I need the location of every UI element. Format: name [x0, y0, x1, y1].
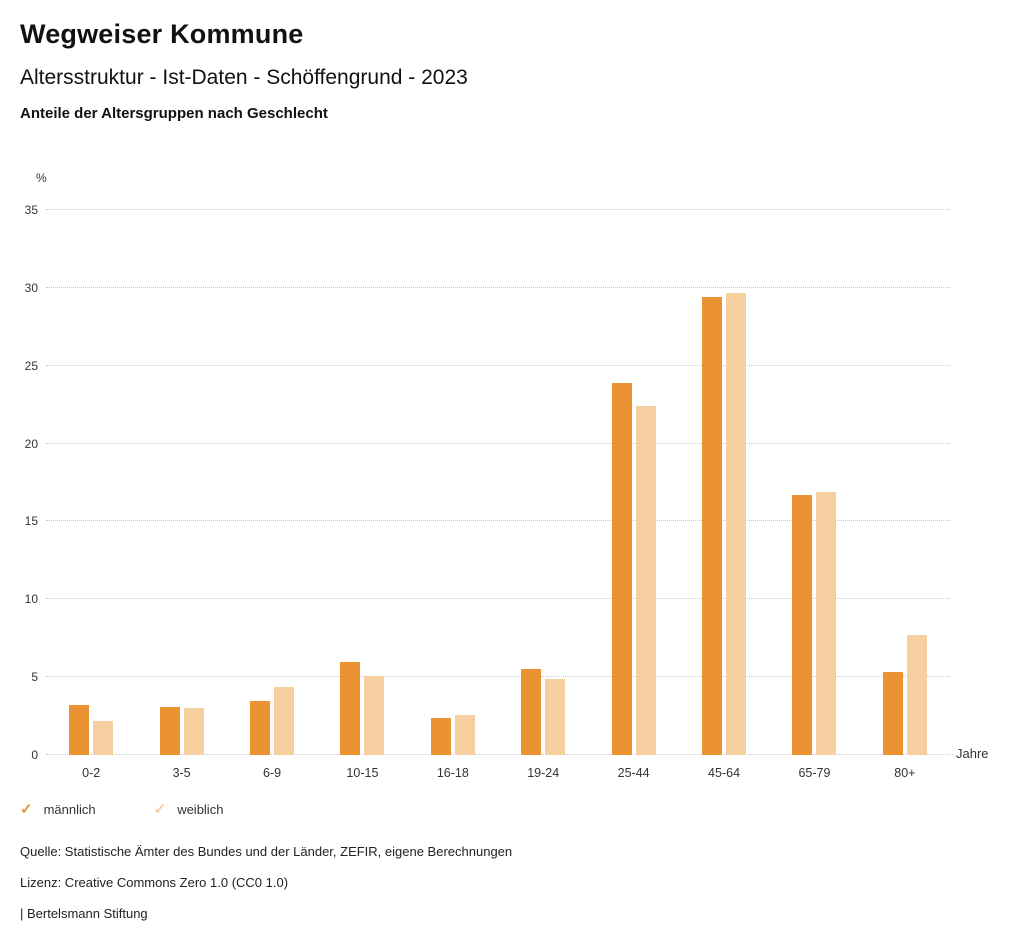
- bar-weiblich-65-79[interactable]: [816, 491, 837, 755]
- bar-männlich-80+[interactable]: [882, 672, 903, 755]
- gridline: 15: [25, 514, 950, 528]
- y-tick-label: 10: [24, 592, 38, 607]
- x-tick-label-16-18: 16-18: [436, 766, 469, 780]
- gridline: 10: [25, 592, 950, 606]
- bar-männlich-10-15[interactable]: [340, 661, 361, 755]
- bar-groups: [46, 210, 950, 755]
- bar-weiblich-16-18[interactable]: [454, 714, 475, 755]
- attribution-note: | Bertelsmann Stiftung: [20, 906, 148, 921]
- x-tick-label-19-24: 19-24: [527, 766, 560, 780]
- bar-group-0-2: [46, 210, 136, 755]
- x-tick-label-3-5: 3-5: [172, 766, 191, 780]
- bar-group-80+: [860, 210, 950, 755]
- chart-subtitle: Altersstruktur - Ist-Daten - Schöffengru…: [20, 66, 468, 89]
- y-tick-label: 20: [24, 436, 38, 451]
- bar-group-6-9: [227, 210, 317, 755]
- y-tick-label: 30: [24, 280, 38, 295]
- x-tick-label-25-44: 25-44: [617, 766, 650, 780]
- bar-group-3-5: [136, 210, 226, 755]
- x-tick-label-65-79: 65-79: [798, 766, 831, 780]
- gridline: 20: [25, 437, 950, 451]
- x-tick-label-0-2: 0-2: [82, 766, 101, 780]
- gridline: 0: [31, 748, 950, 762]
- x-tick-label-80+: 80+: [894, 766, 916, 780]
- bar-group-45-64: [679, 210, 769, 755]
- bar-männlich-19-24[interactable]: [521, 669, 542, 755]
- bar-weiblich-25-44[interactable]: [635, 406, 656, 755]
- bar-weiblich-3-5[interactable]: [183, 708, 204, 755]
- bar-group-65-79: [769, 210, 859, 755]
- bar-männlich-0-2[interactable]: [69, 705, 90, 755]
- check-icon: ✓: [20, 801, 33, 818]
- x-axis-tick-labels: 0-2 3-5 6-9 10-15 16-18 19-24 25-44 45-64 65-79 8…: [46, 766, 950, 780]
- bar-group-10-15: [317, 210, 407, 755]
- bar-weiblich-19-24[interactable]: [545, 678, 566, 755]
- y-tick-label: 35: [24, 203, 38, 217]
- bar-männlich-25-44[interactable]: [611, 382, 632, 755]
- legend-item-männlich[interactable]: ✓ männlich: [20, 802, 96, 817]
- bar-männlich-45-64[interactable]: [702, 297, 723, 755]
- chart-heading: Anteile der Altersgruppen nach Geschlech…: [20, 105, 328, 122]
- gridline: 35: [25, 203, 950, 217]
- bar-group-25-44: [588, 210, 678, 755]
- bar-group-19-24: [498, 210, 588, 755]
- y-tick-label: 5: [31, 670, 38, 685]
- bar-group-16-18: [408, 210, 498, 755]
- page-title: Wegweiser Kommune: [20, 19, 304, 49]
- bar-männlich-6-9[interactable]: [250, 700, 271, 755]
- source-note: Quelle: Statistische Ämter des Bundes un…: [20, 844, 513, 859]
- bar-weiblich-6-9[interactable]: [274, 686, 295, 755]
- bar-männlich-65-79[interactable]: [792, 494, 813, 755]
- bar-weiblich-10-15[interactable]: [364, 675, 385, 755]
- gridline: 25: [25, 359, 950, 373]
- legend-label: weiblich: [177, 802, 224, 817]
- legend-item-weiblich[interactable]: ✓ weiblich: [154, 802, 224, 817]
- x-tick-label-6-9: 6-9: [262, 766, 282, 780]
- gridline: 5: [31, 670, 950, 684]
- y-tick-label: 0: [31, 748, 38, 762]
- gridline: 30: [25, 281, 950, 295]
- bar-männlich-3-5[interactable]: [159, 706, 180, 755]
- legend: ✓ männlich ✓ weiblich: [20, 802, 223, 817]
- x-tick-label-45-64: 45-64: [708, 766, 741, 780]
- license-note: Lizenz: Creative Commons Zero 1.0 (CC0 1…: [20, 875, 289, 890]
- x-axis-label: Jahre: [956, 746, 989, 761]
- y-tick-label: 25: [24, 358, 38, 373]
- y-axis-unit-label: %: [36, 171, 47, 185]
- check-icon: ✓: [153, 801, 167, 818]
- bar-männlich-16-18[interactable]: [430, 717, 451, 755]
- bar-weiblich-45-64[interactable]: [726, 292, 747, 755]
- legend-label: männlich: [43, 802, 96, 817]
- bar-weiblich-0-2[interactable]: [93, 720, 114, 755]
- x-tick-label-10-15: 10-15: [346, 766, 379, 780]
- bar-weiblich-80+[interactable]: [906, 635, 927, 755]
- y-tick-label: 15: [24, 514, 38, 529]
- plot-area: 0 5 10 15 20 25 30 35: [25, 203, 950, 762]
